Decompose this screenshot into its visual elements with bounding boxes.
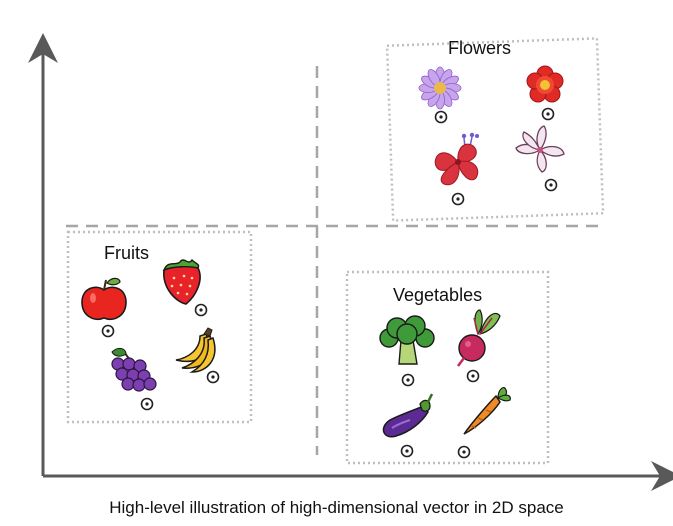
- vector-marker: [457, 445, 471, 459]
- hibiscus-icon: [434, 132, 479, 186]
- vector-marker: [101, 324, 115, 338]
- grapes-icon: [111, 347, 157, 392]
- vector-marker: [466, 369, 480, 383]
- flowers-label: Flowers: [448, 38, 512, 58]
- fruits-box: [66, 230, 253, 424]
- flowers-box: [385, 37, 605, 222]
- vegetables-label: Vegetables: [393, 285, 483, 305]
- vector-marker: [140, 397, 154, 411]
- vector-marker: [401, 373, 415, 387]
- vegetables-box: [345, 270, 550, 465]
- purple-daisy-icon: [418, 66, 462, 110]
- caption: High-level illustration of high-dimensio…: [109, 498, 564, 517]
- carrot-icon: [463, 386, 511, 435]
- broccoli-icon: [379, 315, 435, 365]
- lily-icon: [515, 125, 565, 173]
- vector-marker: [206, 370, 220, 384]
- apple-icon: [81, 277, 127, 320]
- strawberry-icon: [162, 258, 201, 305]
- vector-marker: [434, 110, 448, 124]
- vector-marker: [544, 178, 558, 192]
- vector-marker: [541, 107, 555, 121]
- red-flower-icon: [526, 65, 564, 103]
- fruits-label: Fruits: [104, 243, 149, 263]
- banana-icon: [175, 327, 216, 373]
- vector-marker: [451, 192, 465, 206]
- flowers-group: [385, 37, 605, 222]
- vector-marker: [194, 303, 208, 317]
- vector-marker: [400, 444, 414, 458]
- beetroot-icon: [457, 309, 501, 367]
- eggplant-icon: [382, 393, 434, 438]
